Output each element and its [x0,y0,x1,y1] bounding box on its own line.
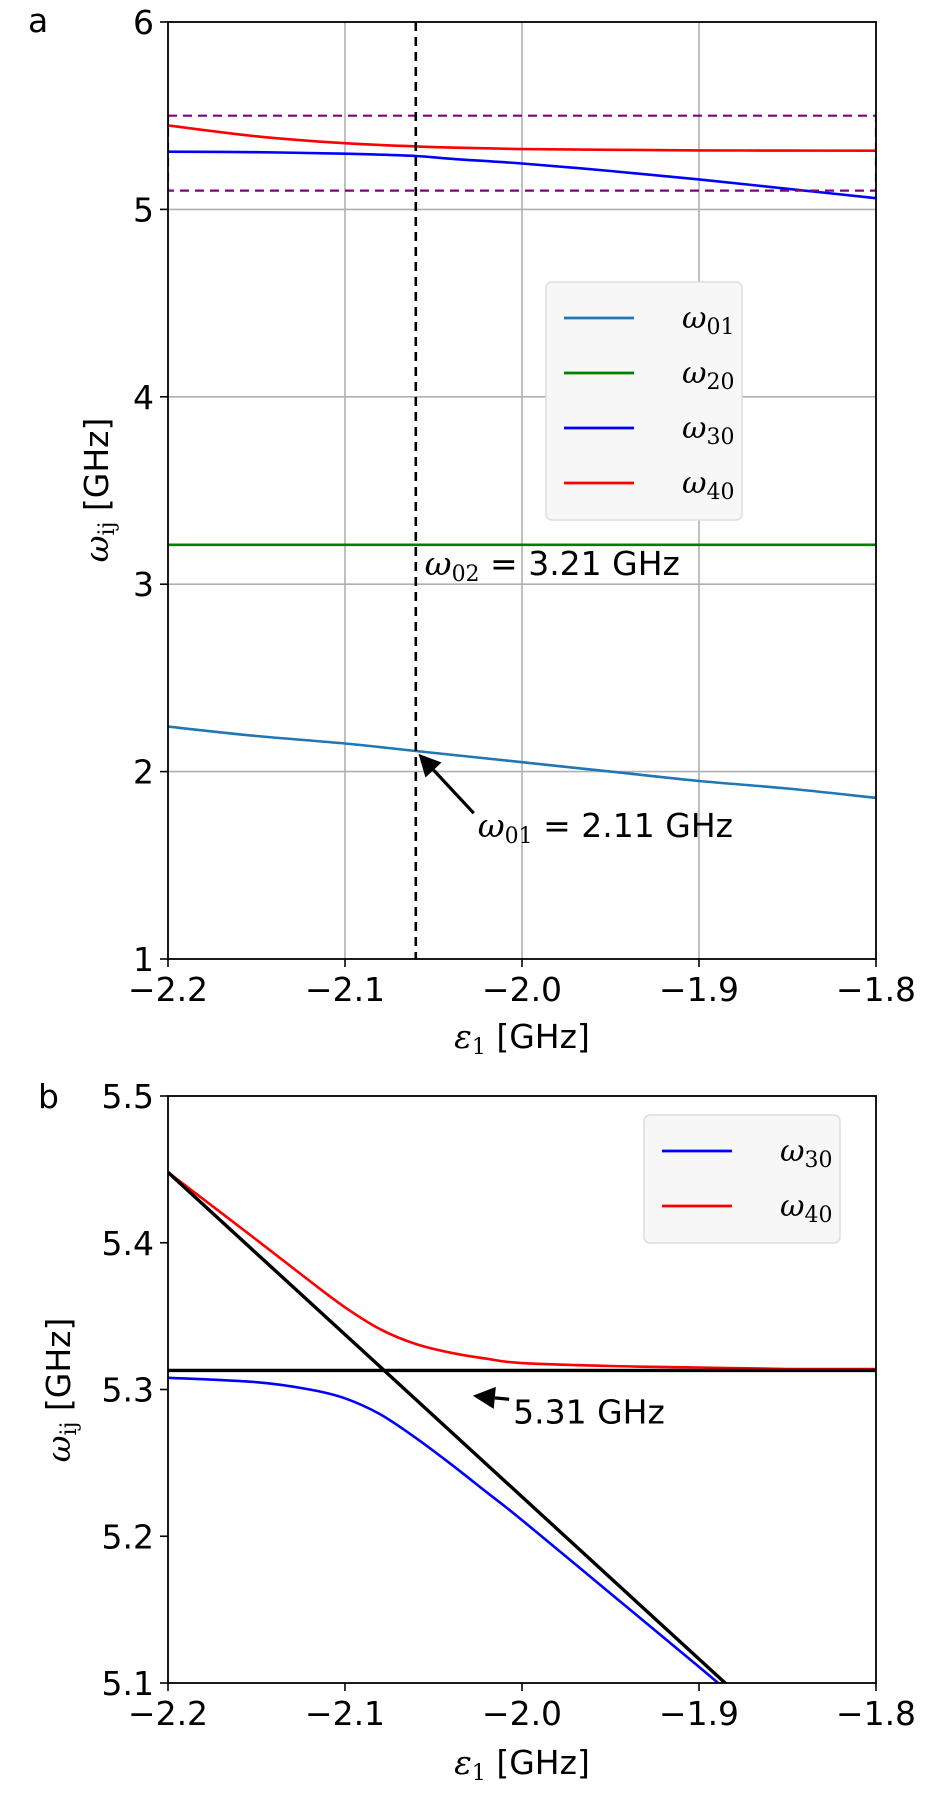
series-line-40 [168,1171,876,1371]
panel-a-label: a [28,1,48,40]
legend-label-30: ω30 [780,1134,832,1173]
legend-label-20: ω20 [682,356,734,395]
x-axis-label-b: ε1 [GHz] [454,1743,590,1786]
series-line-asymptote-diagonal [168,1171,728,1683]
y-tick-label: 3 [133,565,154,604]
y-tick-label: 5.1 [102,1664,154,1703]
annotation-1: ω02 = 3.21 GHz [425,544,680,587]
chart-panel-a: −2.2 −2.1 −2.0 −1.9 −1.8 1 2 3 4 5 6 ε1 [GHz] ωij … [77,3,916,1060]
x-tick-label: −2.0 [482,970,562,1009]
y-tick-label: 5 [133,190,154,229]
x-tick-label: −1.8 [836,970,916,1009]
y-tick-label: 1 [133,940,154,979]
x-axis-label-a: ε1 [GHz] [454,1017,590,1060]
annotation-arrow-shaft [432,768,475,815]
annotation-2: ω01 = 2.11 GHz [478,806,733,849]
x-tick-label: −1.9 [659,970,739,1009]
legend-box [643,1114,841,1244]
legend-label-40: ω40 [682,466,734,505]
x-tick-label: −2.1 [305,970,385,1009]
legend-box [545,281,743,521]
y-tick-label: 6 [133,3,154,42]
x-tick-label: −2.0 [482,1694,562,1733]
y-axis-label-b: ωij [GHz] [39,1318,82,1463]
y-tick-label: 4 [133,378,154,417]
y-tick-label: 5.5 [102,1077,154,1116]
legend-label-30: ω30 [682,411,734,450]
legend-label-40: ω40 [780,1189,832,1228]
annotation-arrow-shaft [494,1396,510,1401]
y-tick-label: 5.2 [102,1517,154,1556]
x-tick-label: −1.8 [836,1694,916,1733]
series-line-30 [168,150,876,200]
zoom-region-box [168,114,876,192]
panel-b-label: b [38,1077,59,1116]
chart-panel-b: −2.2 −2.1 −2.0 −1.9 −1.8 5.1 5.2 5.3 5.4 5.5 ε1 [… [39,1077,916,1786]
y-tick-label: 5.4 [102,1224,154,1263]
x-tick-label: −2.2 [128,970,208,1009]
y-axis-label-a: ωij [GHz] [77,418,120,563]
y-tick-label: 5.3 [102,1371,154,1410]
series-line-30 [168,1376,721,1683]
series-line-40 [168,124,876,152]
annotation-arrow-head [472,1386,496,1409]
x-tick-label: −2.1 [305,1694,385,1733]
legend-label-01: ω01 [682,301,734,340]
legend-a: ω01 ω20 ω30 ω40 [545,281,743,521]
x-tick-label: −2.2 [128,1694,208,1733]
annotation-1: 5.31 GHz [513,1392,665,1431]
annotation-arrow-head [418,753,442,778]
x-tick-label: −1.9 [659,1694,739,1733]
series-line-01 [168,725,876,800]
y-tick-label: 2 [133,753,154,792]
